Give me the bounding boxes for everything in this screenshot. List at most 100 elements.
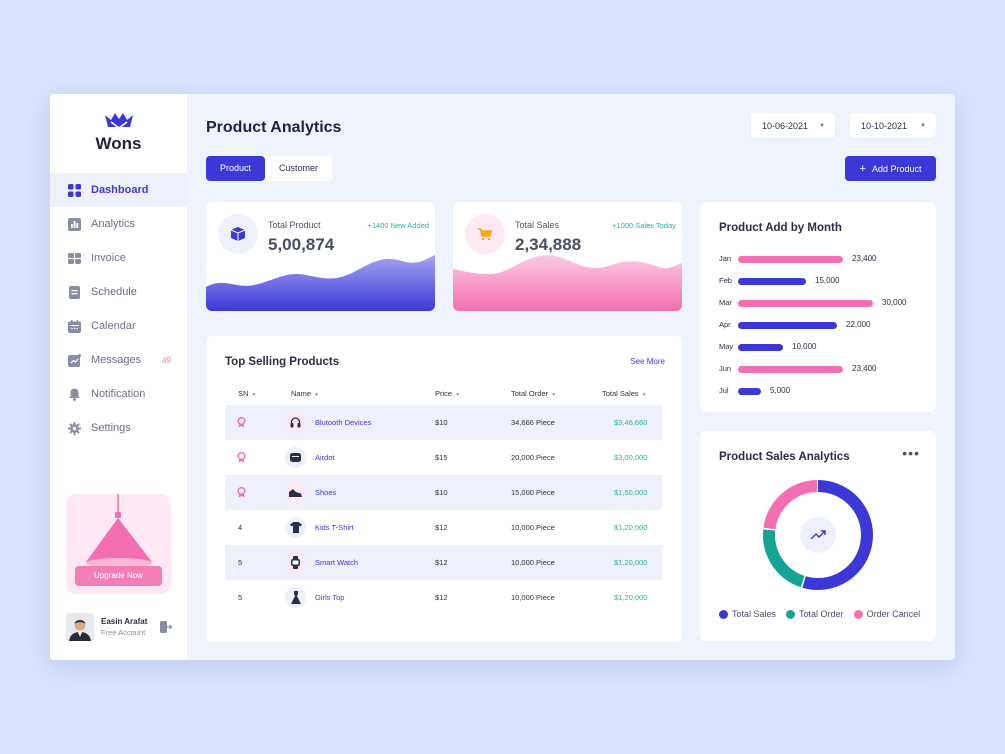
bar-jun[interactable] [738, 366, 843, 373]
product-name[interactable]: Kids T-Shirt [315, 523, 354, 532]
sales-donut-chart [763, 480, 873, 590]
bar-row-jan: Jan 23,400 [719, 254, 936, 264]
legend-item: Total Order [786, 609, 844, 619]
sidebar-item-invoice[interactable]: Invoice [50, 241, 187, 275]
row-sn: 4 [238, 523, 243, 532]
product-name[interactable]: Smart Watch [315, 558, 359, 567]
logout-icon[interactable] [160, 620, 173, 638]
add-product-button[interactable]: + Add Product [845, 156, 936, 181]
bar-apr[interactable] [738, 322, 837, 329]
sidebar-item-notification[interactable]: Notification [50, 377, 187, 411]
product-order: 20,000 Piece [511, 453, 555, 462]
product-name[interactable]: Girls Top [315, 593, 345, 602]
date-from-select[interactable]: 10-06-2021 ▼ [751, 113, 835, 138]
bar-jan[interactable] [738, 256, 843, 263]
sidebar-nav: Dashboard Analytics Invoice Schedule [50, 173, 187, 445]
column-header-total-sales[interactable]: Total Sales ▼ [602, 389, 647, 398]
user-profile[interactable]: Easin Arafat Free Account [66, 612, 176, 642]
trending-up-icon [810, 530, 826, 540]
column-header-name[interactable]: Name ▼ [291, 389, 319, 398]
schedule-icon [68, 285, 81, 299]
more-options-icon[interactable]: ••• [902, 445, 920, 461]
product-sales: $1,20,000 [614, 593, 648, 602]
sidebar: Wons Dashboard Analytics Invoice [50, 94, 187, 660]
bar-mar[interactable] [738, 300, 873, 307]
dashboard-window: Wons Dashboard Analytics Invoice [50, 94, 955, 660]
donut-center [800, 517, 836, 553]
bar-row-jul: Jul 5,000 [719, 386, 936, 396]
sidebar-item-label: Calendar [91, 320, 136, 332]
sidebar-item-analytics[interactable]: Analytics [50, 207, 187, 241]
logo[interactable]: Wons [50, 112, 187, 154]
bar-chart-title: Product Add by Month [719, 222, 842, 234]
table-row[interactable]: Blutooth Devices $10 34,666 Piece $3,46,… [225, 405, 662, 440]
table-row[interactable]: 5 Smart Watch $12 10,000 Piece $1,20,000 [225, 545, 662, 580]
product-price: $10 [435, 418, 448, 427]
bar-month-label: Jun [719, 364, 732, 373]
product-sales: $3,00,000 [614, 453, 648, 462]
column-header-sn[interactable]: SN ▼ [238, 389, 257, 398]
stat-note: +1000 Sales Today [612, 221, 676, 230]
table-row[interactable]: Airdot $15 20,000 Piece $3,00,000 [225, 440, 662, 475]
sidebar-item-label: Settings [91, 422, 131, 434]
brand-name: Wons [95, 134, 142, 153]
product-sales: $1,20,000 [614, 523, 648, 532]
sidebar-item-label: Analytics [91, 218, 136, 230]
product-price: $10 [435, 488, 448, 497]
legend-dot [786, 609, 796, 619]
bar-may[interactable] [738, 344, 783, 351]
product-add-by-month-card: Product Add by Month Jan 23,400 Feb 15,000 M… [700, 202, 936, 412]
product-name[interactable]: Blutooth Devices [315, 418, 372, 427]
stat-label: Total Product [268, 220, 321, 230]
product-order: 10,000 Piece [511, 558, 555, 567]
sidebar-item-calendar[interactable]: Calendar [50, 309, 187, 343]
column-header-total-order[interactable]: Total Order ▼ [511, 389, 557, 398]
donut-legend: Total Sales Total Order Order Cancel [719, 609, 930, 619]
sidebar-item-messages[interactable]: Messages 49 [50, 343, 187, 377]
bar-value-label: 10,000 [792, 342, 817, 351]
grid-icon [68, 183, 81, 197]
caret-down-icon: ▼ [920, 122, 926, 129]
bar-row-feb: Feb 15,000 [719, 276, 936, 286]
tab-product[interactable]: Product [206, 156, 266, 181]
sort-icon: ▼ [455, 392, 461, 398]
bar-feb[interactable] [738, 278, 806, 285]
table-row[interactable]: Shoes $10 15,000 Piece $1,50,000 [225, 475, 662, 510]
tshirt-icon [285, 517, 306, 538]
see-more-link[interactable]: See More [630, 357, 665, 366]
tab-customer[interactable]: Customer [279, 163, 319, 173]
product-price: $12 [435, 523, 448, 532]
product-name[interactable]: Shoes [315, 488, 337, 497]
donut-slice-total-order[interactable] [763, 480, 873, 590]
crown-logo-icon [104, 113, 133, 129]
bar-row-may: May 10,000 [719, 342, 936, 352]
row-sn: 5 [238, 558, 243, 567]
lamp-illustration [86, 494, 152, 572]
caret-down-icon: ▼ [819, 122, 825, 129]
product-name[interactable]: Airdot [315, 453, 335, 462]
date-to-select[interactable]: 10-10-2021 ▼ [850, 113, 936, 138]
product-order: 10,000 Piece [511, 523, 555, 532]
table-row[interactable]: 4 Kids T-Shirt $12 10,000 Piece $1,20,00… [225, 510, 662, 545]
donut-slice-total-sales[interactable] [763, 480, 873, 590]
donut-chart-title: Product Sales Analytics [719, 451, 850, 463]
bar-jul[interactable] [738, 388, 761, 395]
dress-icon [285, 587, 306, 608]
page-title: Product Analytics [206, 119, 342, 136]
legend-item: Order Cancel [853, 609, 920, 619]
sidebar-item-dashboard[interactable]: Dashboard [50, 173, 187, 207]
medal-icon [237, 405, 246, 440]
bar-row-mar: Mar 30,000 [719, 298, 936, 308]
table-row[interactable]: 5 Girls Top $12 10,000 Piece $1,20,000 [225, 580, 662, 615]
sidebar-item-schedule[interactable]: Schedule [50, 275, 187, 309]
invoice-icon [68, 252, 81, 265]
sidebar-item-settings[interactable]: Settings [50, 411, 187, 445]
product-sales: $3,46,660 [614, 418, 648, 427]
product-sales-analytics-card: Product Sales Analytics ••• Total Sales T… [700, 431, 936, 641]
column-header-price[interactable]: Price ▼ [435, 389, 461, 398]
row-sn: 5 [238, 593, 243, 602]
stat-note: +1400 New Added [367, 221, 429, 230]
upgrade-now-button[interactable]: Upgrade Now [75, 566, 162, 586]
stat-value: 5,00,874 [268, 235, 335, 254]
bar-value-label: 30,000 [882, 298, 907, 307]
